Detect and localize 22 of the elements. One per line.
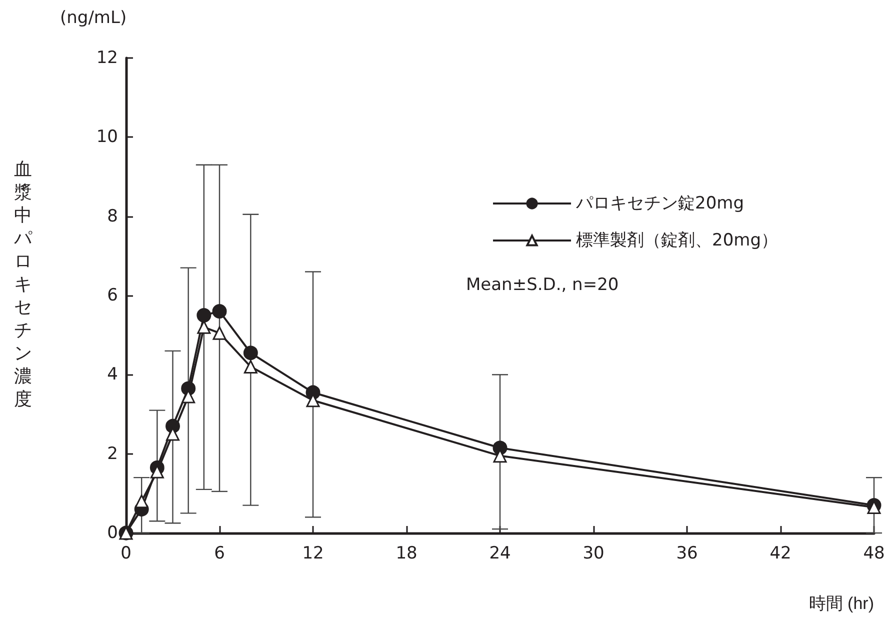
y-tick-label: 8 [107,206,118,226]
x-tick-label: 24 [489,544,511,564]
x-tick-label: 18 [396,544,418,564]
legend-label: 標準製剤（錠剤、20mg） [576,230,778,250]
x-tick-label: 48 [863,544,885,564]
x-tick-label: 36 [676,544,698,564]
x-tick-label: 12 [302,544,324,564]
y-tick-label: 12 [96,48,118,68]
annotation: Mean±S.D., n=20 [466,275,619,295]
y-tick-label: 10 [96,127,118,148]
text: 血漿中パロキセチン濃度 [14,159,32,410]
y-tick-label: 4 [107,364,118,385]
y-tick-label: 0 [107,523,118,543]
x-tick-label: 30 [582,544,604,564]
legend-label: パロキセチン錠20mg [575,194,744,214]
y-tick-label: 2 [107,444,118,464]
x-tick-label: 0 [120,544,132,564]
y-tick-label: 6 [107,286,118,306]
x-tick-label: 6 [214,544,225,564]
x-tick-label: 42 [770,544,792,564]
x-axis-title: 時間 (hr) [808,594,874,613]
text: (ng/mL) [60,8,127,28]
